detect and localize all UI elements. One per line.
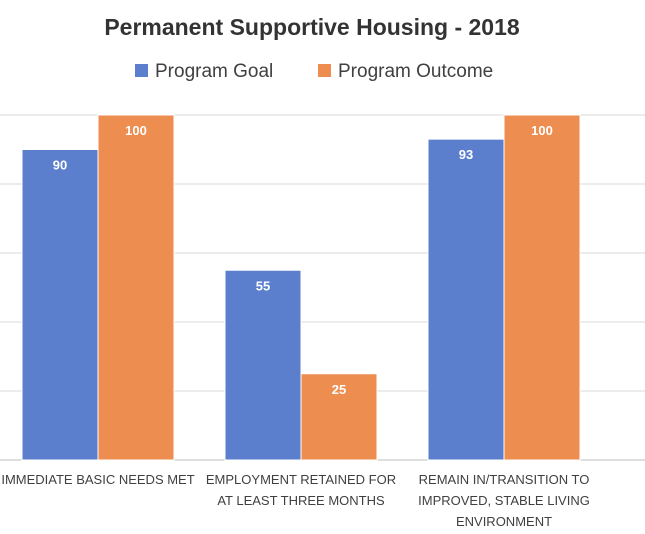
- bar-program-outcome: [300, 373, 378, 461]
- category-labels: IMMEDIATE BASIC NEEDS MET EMPLOYMENT RETA…: [1, 472, 590, 529]
- category-label: IMPROVED, STABLE LIVING: [418, 493, 590, 508]
- bar-program-outcome: [97, 114, 175, 461]
- legend-swatch: [135, 64, 148, 77]
- legend-label: Program Outcome: [338, 61, 493, 82]
- data-label: 100: [125, 123, 147, 138]
- bar-program-goal: [224, 269, 302, 461]
- bars: [21, 114, 581, 461]
- data-label: 25: [332, 382, 346, 397]
- data-labels: 90 55 93 100 25 100: [53, 123, 553, 397]
- category-label: EMPLOYMENT RETAINED FOR: [206, 472, 396, 487]
- data-label: 90: [53, 158, 67, 173]
- data-label: 100: [531, 123, 553, 138]
- legend: Program Goal Program Outcome: [135, 61, 493, 82]
- data-label: 93: [459, 147, 473, 162]
- category-label: IMMEDIATE BASIC NEEDS MET: [1, 472, 194, 487]
- data-label: 55: [256, 278, 270, 293]
- chart-title: Permanent Supportive Housing - 2018: [104, 14, 520, 40]
- bar-program-goal: [427, 138, 505, 461]
- legend-label: Program Goal: [155, 61, 273, 82]
- category-label: ENVIRONMENT: [456, 514, 552, 529]
- bar-program-outcome: [503, 114, 581, 461]
- category-label: AT LEAST THREE MONTHS: [217, 493, 385, 508]
- category-label: REMAIN IN/TRANSITION TO: [419, 472, 590, 487]
- legend-swatch: [318, 64, 331, 77]
- bar-program-goal: [21, 149, 99, 461]
